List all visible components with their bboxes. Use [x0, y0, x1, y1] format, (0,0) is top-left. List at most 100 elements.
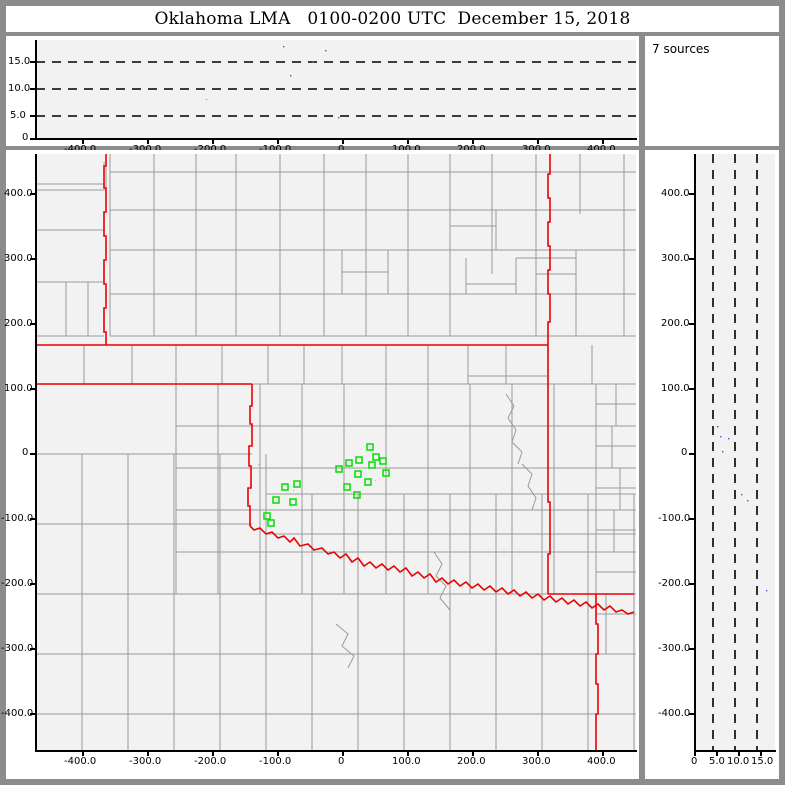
panel-source-count: 7 sources [645, 36, 779, 146]
map-y-tick-0 [30, 453, 36, 455]
map-x-tick--200 [212, 750, 214, 756]
right-plot-area [695, 154, 775, 750]
top-y-label-5: 5.0 [10, 110, 26, 121]
right-y-tick--300 [689, 648, 695, 650]
top-x-tick-400 [602, 138, 604, 144]
right-y-label-200: 200.0 [661, 318, 690, 329]
map-y-label--100: -100.0 [1, 513, 34, 524]
top-x-tick-100 [407, 138, 409, 144]
map-x-label-400: 400.0 [587, 756, 616, 767]
map-x-tick-300 [537, 750, 539, 756]
map-y-tick--100 [30, 518, 36, 520]
map-y-axis-line [35, 154, 37, 751]
top-x-tick--400 [82, 138, 84, 144]
right-plot-svg [712, 154, 768, 750]
map-y-label--300: -300.0 [1, 643, 34, 654]
top-y-tick-0 [30, 138, 36, 140]
map-x-tick--400 [82, 750, 84, 756]
state-borders [36, 154, 635, 750]
top-gridlines [36, 61, 636, 117]
right-y-label--400: -400.0 [658, 708, 691, 719]
right-y-axis-line [694, 154, 696, 751]
top-y-label-15: 15.0 [8, 56, 31, 67]
top-x-label--100: -100.0 [259, 144, 291, 155]
right-y-label-100: 100.0 [661, 383, 690, 394]
panel-altitude-vs-north-south: 400.0 300.0 200.0 100.0 0 -100.0 -200.0 … [645, 150, 779, 779]
top-x-label-300: 300.0 [522, 144, 551, 155]
map-y-label--400: -400.0 [1, 708, 34, 719]
right-y-tick-300 [689, 258, 695, 260]
right-x-label-10: 10.0 [727, 756, 750, 767]
top-y-label-10: 10.0 [8, 83, 31, 94]
top-x-label--300: -300.0 [129, 144, 161, 155]
map-y-tick-100 [30, 388, 36, 390]
top-plot-area [36, 40, 636, 138]
right-y-label--200: -200.0 [658, 578, 691, 589]
right-y-label-0: 0 [681, 447, 688, 458]
map-y-label-300: 300.0 [4, 253, 33, 264]
map-y-label-400: 400.0 [4, 188, 33, 199]
map-x-label--400: -400.0 [64, 756, 97, 767]
top-x-tick-300 [537, 138, 539, 144]
map-x-axis-line [35, 750, 637, 752]
map-x-tick-100 [407, 750, 409, 756]
right-x-tick-5 [716, 750, 718, 756]
right-y-label-300: 300.0 [661, 253, 690, 264]
right-y-tick--400 [689, 713, 695, 715]
source-markers [263, 443, 390, 527]
right-x-axis-line [694, 750, 776, 752]
right-x-label-15: 15.0 [751, 756, 774, 767]
map-x-tick-200 [472, 750, 474, 756]
map-y-tick-400 [30, 193, 36, 195]
top-x-tick--200 [212, 138, 214, 144]
right-x-label-0: 0 [691, 756, 698, 767]
map-y-tick--200 [30, 583, 36, 585]
top-y-tick-10 [30, 88, 36, 90]
top-x-label-0: 0 [338, 144, 344, 155]
map-y-tick-200 [30, 323, 36, 325]
top-x-tick-200 [472, 138, 474, 144]
right-gridlines [712, 154, 758, 750]
top-data-points [206, 46, 340, 119]
map-y-label-0: 0 [22, 447, 29, 458]
map-x-label-200: 200.0 [457, 756, 486, 767]
map-y-label-200: 200.0 [4, 318, 33, 329]
map-y-label-100: 100.0 [4, 383, 33, 394]
top-x-label-200: 200.0 [457, 144, 486, 155]
map-svg [36, 154, 636, 750]
right-y-label-400: 400.0 [661, 188, 690, 199]
county-borders [36, 154, 636, 750]
map-x-label--300: -300.0 [129, 756, 162, 767]
source-count-label: 7 sources [652, 42, 710, 56]
top-x-tick--100 [277, 138, 279, 144]
map-y-tick--300 [30, 648, 36, 650]
map-x-label--200: -200.0 [194, 756, 227, 767]
right-data-points [717, 426, 768, 592]
right-y-tick-100 [689, 388, 695, 390]
right-x-tick-15 [760, 750, 762, 756]
panel-plan-view-map: 400.0 300.0 200.0 100.0 0 -100.0 -200.0 … [1, 150, 639, 779]
right-y-label--100: -100.0 [658, 513, 691, 524]
map-x-tick--300 [147, 750, 149, 756]
top-x-tick-0 [342, 138, 344, 144]
top-x-label-400: 400.0 [587, 144, 616, 155]
right-y-tick-400 [689, 193, 695, 195]
right-y-tick-0 [689, 453, 695, 455]
map-x-label-300: 300.0 [522, 756, 551, 767]
map-x-tick--100 [277, 750, 279, 756]
right-x-tick-10 [738, 750, 740, 756]
panel-altitude-vs-east-west: 15.0 10.0 5.0 0 -400.0 -300.0 -200.0 -10… [6, 36, 639, 155]
page-title: Oklahoma LMA 0100-0200 UTC December 15, … [154, 9, 631, 29]
top-x-label--400: -400.0 [64, 144, 96, 155]
top-y-label-0: 0 [22, 132, 29, 143]
map-x-label-100: 100.0 [392, 756, 421, 767]
top-plot-svg [36, 46, 636, 119]
map-y-tick-300 [30, 258, 36, 260]
top-x-label--200: -200.0 [194, 144, 226, 155]
top-y-tick-15 [30, 61, 36, 63]
map-y-label--200: -200.0 [1, 578, 34, 589]
right-x-label-5: 5.0 [709, 756, 725, 767]
map-x-tick-400 [602, 750, 604, 756]
map-plot-area [36, 154, 636, 750]
